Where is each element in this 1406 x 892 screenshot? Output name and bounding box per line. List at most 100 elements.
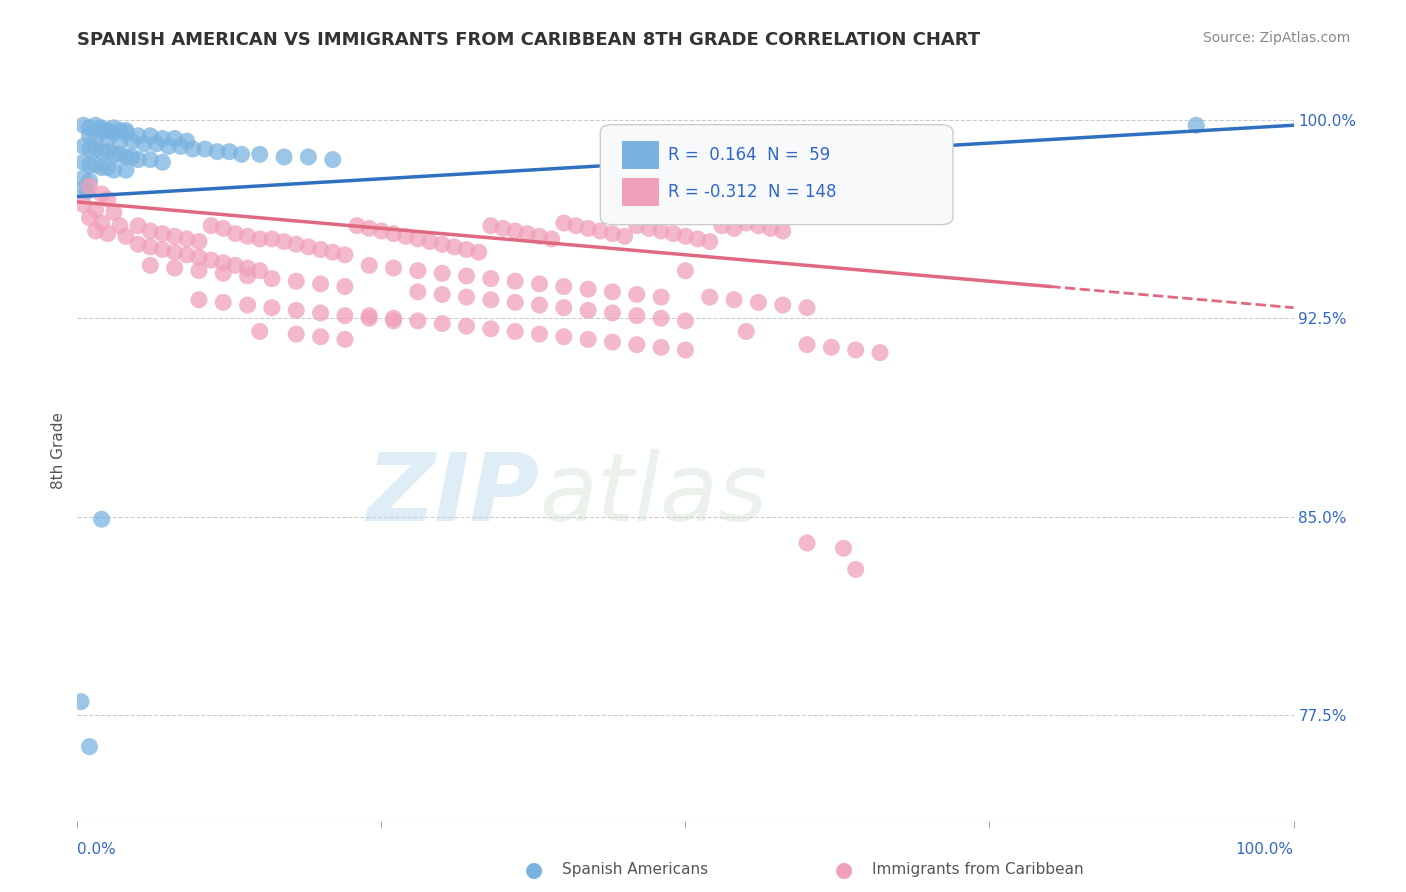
Point — [108, 219, 131, 233]
Point — [359, 311, 381, 326]
Point — [675, 263, 697, 277]
Text: atlas: atlas — [540, 450, 768, 541]
Y-axis label: 8th Grade: 8th Grade — [51, 412, 66, 489]
Point — [145, 136, 167, 151]
Point — [90, 123, 112, 137]
Point — [108, 147, 131, 161]
Point — [188, 235, 211, 249]
Point — [710, 219, 733, 233]
Point — [103, 163, 125, 178]
Point — [479, 293, 502, 307]
Point — [309, 306, 332, 320]
Point — [456, 290, 478, 304]
Point — [529, 298, 551, 312]
Point — [121, 134, 143, 148]
Point — [127, 153, 149, 167]
Point — [479, 219, 502, 233]
Point — [503, 224, 526, 238]
Point — [103, 205, 125, 219]
Point — [576, 333, 599, 347]
Point — [796, 301, 818, 315]
Point — [90, 186, 112, 201]
Point — [103, 126, 125, 140]
Point — [675, 229, 697, 244]
Point — [84, 202, 107, 217]
Point — [212, 221, 235, 235]
Point — [236, 298, 259, 312]
Point — [406, 232, 429, 246]
Point — [297, 150, 319, 164]
Point — [90, 120, 112, 135]
Point — [224, 259, 246, 273]
Point — [297, 240, 319, 254]
Point — [626, 309, 648, 323]
Point — [79, 174, 101, 188]
Point — [115, 150, 138, 164]
Point — [370, 224, 392, 238]
Point — [97, 192, 120, 206]
Point — [115, 229, 138, 244]
Point — [121, 150, 143, 164]
Point — [79, 179, 101, 194]
Point — [152, 227, 174, 241]
Point — [735, 325, 758, 339]
Point — [79, 142, 101, 156]
Point — [139, 153, 162, 167]
Point — [796, 337, 818, 351]
Point — [309, 277, 332, 291]
Point — [772, 298, 794, 312]
Point — [108, 123, 131, 137]
Point — [249, 232, 271, 246]
Point — [181, 142, 204, 156]
Point — [152, 131, 174, 145]
Point — [759, 221, 782, 235]
Point — [322, 245, 344, 260]
Point — [90, 512, 112, 526]
Point — [79, 128, 101, 143]
Point — [139, 240, 162, 254]
FancyBboxPatch shape — [600, 125, 953, 225]
Point — [188, 263, 211, 277]
Point — [176, 248, 198, 262]
Point — [163, 229, 186, 244]
Point — [723, 221, 745, 235]
Text: Immigrants from Caribbean: Immigrants from Caribbean — [872, 863, 1084, 877]
Point — [76, 185, 98, 199]
Point — [430, 287, 453, 301]
Point — [747, 219, 769, 233]
Point — [152, 243, 174, 257]
Point — [576, 303, 599, 318]
Point — [200, 219, 222, 233]
Point — [602, 227, 624, 241]
Point — [419, 235, 441, 249]
Point — [115, 163, 138, 178]
Point — [79, 120, 101, 135]
Point — [650, 290, 672, 304]
Text: Source: ZipAtlas.com: Source: ZipAtlas.com — [1202, 31, 1350, 45]
Text: ZIP: ZIP — [367, 449, 540, 541]
Point — [406, 285, 429, 299]
Point — [79, 739, 101, 754]
Text: ●: ● — [835, 860, 852, 880]
Point — [540, 232, 562, 246]
Point — [249, 147, 271, 161]
Point — [285, 327, 308, 342]
Point — [97, 161, 120, 175]
Point — [84, 142, 107, 156]
Point — [170, 139, 193, 153]
Point — [479, 271, 502, 285]
Point — [467, 245, 489, 260]
Point — [492, 221, 515, 235]
Point — [84, 131, 107, 145]
Point — [382, 260, 405, 275]
Point — [273, 235, 295, 249]
Point — [127, 237, 149, 252]
Point — [188, 293, 211, 307]
Point — [662, 227, 685, 241]
Point — [602, 285, 624, 299]
Point — [333, 309, 356, 323]
Point — [157, 139, 180, 153]
Point — [72, 118, 94, 132]
Text: R = -0.312  N = 148: R = -0.312 N = 148 — [668, 183, 837, 201]
Text: R =  0.164  N =  59: R = 0.164 N = 59 — [668, 146, 831, 164]
